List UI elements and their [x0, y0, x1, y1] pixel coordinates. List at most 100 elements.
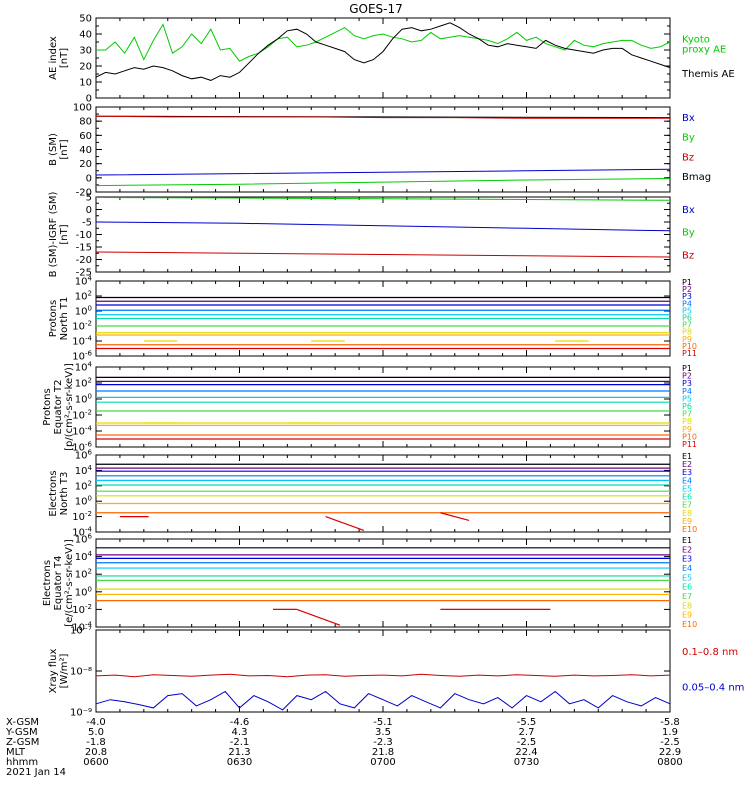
y-tick-label: 20 [79, 62, 92, 73]
y-tick-label: -10 [76, 230, 92, 241]
legend-entry: P3 [682, 379, 692, 388]
y-tick-label: 10-2 [72, 603, 92, 616]
y-tick-exponent: -6 [85, 350, 93, 358]
ephemeris-value: -5.8 [660, 717, 680, 728]
ephemeris-value: 2.7 [519, 727, 535, 738]
legend-entry: E4 [682, 564, 692, 573]
legend-entry: P9 [682, 335, 692, 344]
y-tick-exponent: -4 [85, 425, 93, 433]
y-tick-label: 60 [79, 131, 92, 142]
ephemeris-label: Y-GSM [5, 727, 38, 738]
legend-entry: proxy AE [682, 44, 726, 55]
y-tick-label: -5 [82, 218, 92, 229]
legend-entry: E6 [682, 493, 692, 502]
legend-entry: P1 [682, 278, 692, 287]
y-axis-label: [W/m²] [59, 653, 70, 688]
y-tick-label: 102 [75, 290, 92, 303]
y-axis-label: Electrons [48, 470, 59, 516]
y-tick-label: 100 [75, 393, 92, 406]
y-tick-exponent: 0 [88, 495, 92, 503]
ephemeris-label: X-GSM [6, 717, 39, 728]
ephemeris-label: MLT [6, 747, 26, 758]
y-tick-label: 104 [75, 361, 93, 374]
legend-entry: E2 [682, 545, 692, 554]
legend-entry: P1 [682, 364, 692, 373]
y-tick-exponent: 2 [88, 377, 92, 385]
y-axis-label: [nT] [59, 48, 70, 68]
legend-entry: P4 [682, 387, 692, 396]
y-tick-exponent: -4 [85, 335, 93, 343]
legend-entry: 0.05–0.4 nm [682, 683, 744, 694]
y-tick-label: 40 [79, 145, 92, 156]
y-tick-label: 104 [75, 550, 93, 563]
channel-segment [325, 516, 365, 532]
y-tick-label: 102 [75, 479, 92, 492]
y-tick-exponent: -2 [85, 603, 92, 611]
ephemeris-value: -2.5 [660, 737, 680, 748]
legend-entry: P5 [682, 306, 692, 315]
series-line [95, 673, 671, 678]
y-axis-label: North T3 [59, 472, 70, 516]
y-tick-exponent: 2 [88, 290, 92, 298]
y-axis-label: Protons [42, 388, 53, 425]
channel-segment [296, 608, 341, 626]
legend-entry: E4 [682, 476, 692, 485]
y-axis-label: Electrons [42, 560, 53, 606]
y-tick-exponent: 6 [88, 533, 93, 541]
y-axis-label: Equator T2 [53, 380, 64, 435]
legend-entry: Bz [682, 250, 694, 261]
legend-entry: E5 [682, 573, 692, 582]
y-tick-label: -20 [76, 188, 92, 199]
ephemeris-value: 0730 [514, 757, 539, 768]
y-tick-exponent: 0 [88, 393, 92, 401]
legend-entry: By [682, 228, 695, 239]
legend-entry: P5 [682, 394, 692, 403]
legend-entry: 0.1–0.8 nm [682, 647, 738, 658]
y-tick-label: 30 [79, 46, 92, 57]
legend-entry: P4 [682, 299, 692, 308]
legend-entry: P7 [682, 410, 692, 419]
series-line [95, 690, 671, 711]
y-tick-label: -15 [76, 243, 92, 254]
ephemeris-value: -2.1 [230, 737, 250, 748]
series-line [95, 178, 671, 187]
legend-entry: E10 [682, 620, 697, 629]
panel-frame [95, 17, 671, 99]
ephemeris-value: -5.1 [373, 717, 393, 728]
ephemeris-value: 5.0 [88, 727, 104, 738]
ephemeris-value: 21.8 [372, 747, 394, 758]
ephemeris-value: -5.5 [517, 717, 537, 728]
ephemeris-value: -4.0 [86, 717, 106, 728]
legend-entry: P11 [682, 349, 697, 358]
y-tick-label: 10⁻⁸ [70, 667, 92, 678]
y-tick-exponent: 4 [88, 275, 93, 283]
y-tick-label: 10-2 [72, 510, 92, 523]
y-tick-label: 0 [86, 94, 92, 105]
y-tick-label: -25 [76, 268, 92, 279]
y-tick-label: 100 [75, 305, 92, 318]
y-tick-exponent: 2 [88, 568, 92, 576]
y-tick-exponent: -2 [85, 510, 92, 518]
ephemeris-value: 0800 [657, 757, 682, 768]
series-line [95, 168, 671, 176]
y-tick-label: 20 [79, 159, 92, 170]
y-tick-exponent: 6 [88, 449, 93, 457]
ephemeris-value: 0630 [227, 757, 252, 768]
legend-entry: E9 [682, 517, 692, 526]
y-axis-label: B (SM)-IGRF (SM) [48, 192, 59, 278]
legend-entry: E1 [682, 452, 692, 461]
legend-entry: Bx [682, 113, 695, 124]
legend-entry: E7 [682, 592, 692, 601]
y-tick-exponent: 4 [88, 464, 93, 472]
legend-entry: Bx [682, 205, 695, 216]
series-line [95, 115, 670, 119]
y-tick-exponent: -2 [85, 409, 92, 417]
y-tick-label: 10-2 [72, 320, 92, 333]
legend-entry: E1 [682, 536, 692, 545]
panel-frame [95, 538, 671, 628]
y-axis-label: [e/(cm²-s-sr-keV)] [64, 539, 75, 627]
